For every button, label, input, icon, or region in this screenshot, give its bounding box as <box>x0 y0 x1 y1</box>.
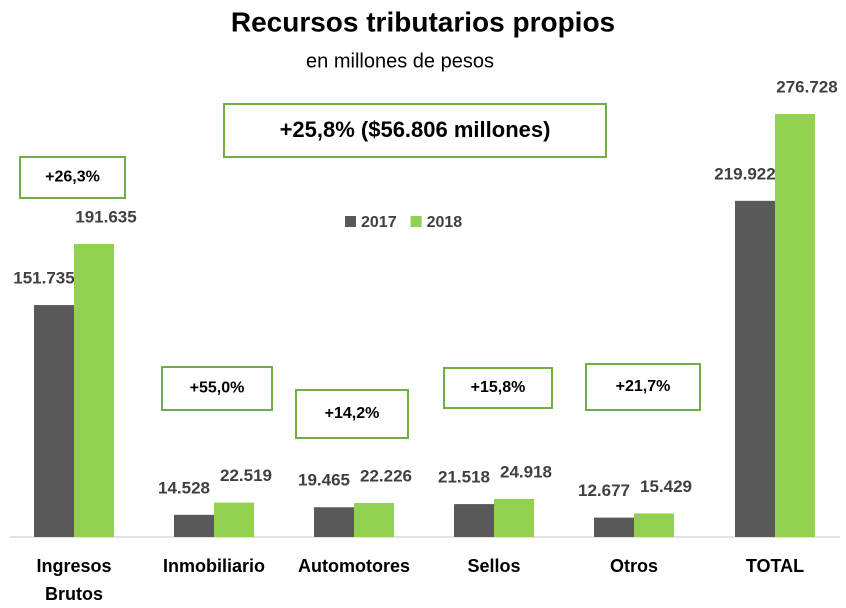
value-label: 12.677 <box>578 481 630 500</box>
bar <box>594 517 634 537</box>
annotation-box <box>585 363 701 411</box>
x-tick-label: Inmobiliario <box>163 556 265 576</box>
value-label: 19.465 <box>298 471 350 490</box>
annotation-box <box>295 389 409 439</box>
value-label: 24.918 <box>500 462 552 481</box>
annotation-box <box>443 367 553 409</box>
value-label: 22.519 <box>220 466 272 485</box>
x-tick-label: Otros <box>610 556 658 576</box>
bar <box>735 200 775 537</box>
x-tick-label: Automotores <box>298 556 410 576</box>
annotation-box <box>19 156 126 199</box>
x-tick-label: Ingresos Brutos <box>36 556 111 604</box>
bar <box>34 305 74 537</box>
value-label: 14.528 <box>158 478 210 497</box>
bar <box>74 244 114 538</box>
bar <box>634 513 674 537</box>
chart-subtitle: en millones de pesos <box>306 50 494 72</box>
bar <box>314 507 354 537</box>
legend-swatch <box>410 216 422 227</box>
bar <box>354 503 394 537</box>
total-annotation: +25,8% ($56.806 millones) <box>280 117 551 142</box>
annotation-box <box>223 103 607 158</box>
x-tick-label: Sellos <box>467 556 520 576</box>
value-label: 22.226 <box>360 467 412 486</box>
bar <box>174 514 214 537</box>
value-label: 191.635 <box>75 208 136 227</box>
legend-label: 2017 <box>361 214 397 231</box>
annotation: +14,2% <box>325 405 380 422</box>
annotation: +55,0% <box>190 380 245 397</box>
value-label: 276.728 <box>776 77 837 96</box>
annotation-box <box>161 366 273 411</box>
annotation: +15,8% <box>471 379 526 396</box>
value-label: 15.429 <box>640 477 692 496</box>
value-label: 21.518 <box>438 468 490 487</box>
bar <box>214 502 254 537</box>
value-label: 151.735 <box>13 269 74 288</box>
annotation: +21,7% <box>616 378 671 395</box>
bar <box>775 114 815 537</box>
x-tick-label: TOTAL <box>746 556 804 576</box>
legend-label: 2018 <box>427 214 463 231</box>
value-label: 219.922 <box>714 164 775 183</box>
chart-title: Recursos tributarios propios <box>231 6 615 37</box>
legend-swatch <box>345 216 356 227</box>
bar <box>494 498 534 537</box>
annotation: +26,3% <box>45 169 100 186</box>
bar <box>454 504 494 537</box>
